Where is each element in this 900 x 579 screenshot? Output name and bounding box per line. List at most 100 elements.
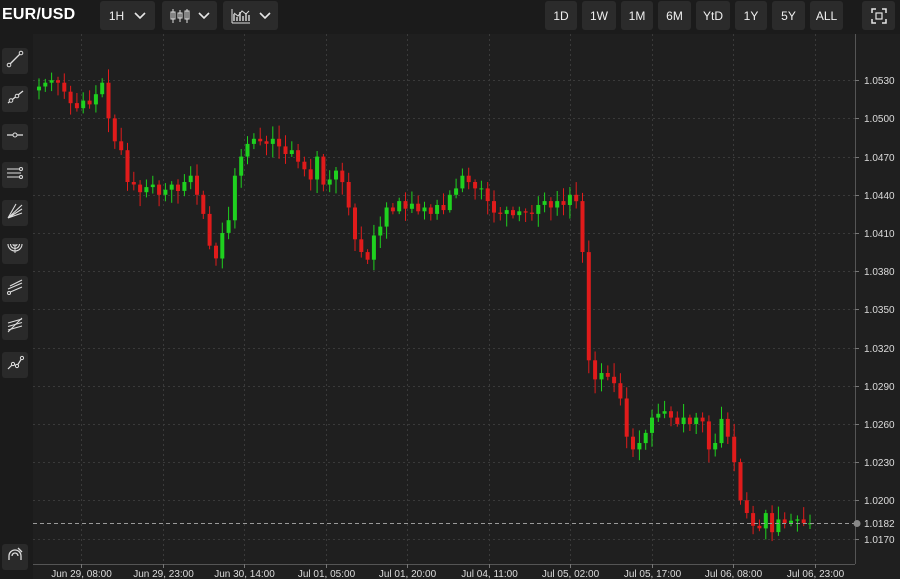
magnet-button[interactable] [2,544,28,570]
candle [416,195,421,215]
drawing-toolbar [0,34,33,579]
candle [390,203,395,215]
toolbar: EUR/USD 1H 1D 1W [0,0,900,34]
candle-body [258,138,263,142]
candle-body [119,141,124,151]
candle [687,414,692,431]
tool-trend-line[interactable] [2,48,28,74]
indicators-dropdown[interactable] [223,1,278,30]
range-ytd-button[interactable]: YtD [696,1,730,30]
candle-body [637,443,642,450]
candle [428,204,433,221]
candle-body [669,411,673,418]
candle [182,174,187,197]
fullscreen-icon [870,7,887,24]
tool-fib-arc[interactable] [2,238,28,264]
candle-body [289,150,294,154]
candle-body [384,207,389,227]
x-tick-label: Jul 01, 20:00 [379,569,437,579]
candle-body [517,211,522,216]
x-tick-label: Jul 06, 08:00 [705,569,763,579]
candle-body [371,235,376,260]
tool-fib-retracement[interactable] [2,314,28,340]
candle [770,505,775,542]
candle [74,93,79,112]
candle-body [37,86,41,91]
candle-body [150,184,155,188]
candle [624,387,629,449]
candle-body [776,519,781,533]
candle-body [49,80,54,83]
candle-body [498,212,503,214]
candle-body [441,205,446,211]
candle [245,136,250,165]
range-label: YtD [702,8,723,23]
y-tick-label: 1.0200 [864,496,895,507]
candle [321,154,326,192]
candle-body [195,175,199,195]
candle-body [157,184,162,195]
candle [782,512,787,529]
candle-body [725,418,730,437]
candle-body [239,156,244,176]
candle-body [548,201,553,208]
y-tick-label: 1.0290 [864,382,895,393]
candle [580,192,585,263]
candle-body [567,194,572,205]
tool-path[interactable] [2,352,28,378]
range-1y-button[interactable]: 1Y [735,1,767,30]
candle-body [112,118,117,142]
candle-body [346,182,351,208]
range-label: 1D [553,8,569,23]
tool-parallel-channel[interactable] [2,162,28,188]
candle [302,156,307,177]
candle [138,180,143,207]
candle [447,190,452,213]
candle [422,201,427,220]
candle [485,182,490,215]
range-5y-button[interactable]: 5Y [772,1,805,30]
candle [176,179,180,204]
candle [536,196,541,227]
range-1w-button[interactable]: 1W [582,1,616,30]
y-tick-label: 1.0410 [864,229,895,240]
range-label: 5Y [781,8,796,23]
candle [195,164,199,205]
price-chart[interactable]: 1.0182 1.05301.05001.04701.04401.04101.0… [33,34,900,579]
candle [586,240,591,374]
candle [327,170,332,193]
chart-type-dropdown[interactable] [162,1,217,30]
y-tick-label: 1.0260 [864,420,895,431]
candle-body [125,150,130,182]
interval-dropdown[interactable]: 1H [100,1,155,30]
candle-body [694,417,699,424]
candle-body [251,138,256,144]
range-label: 1Y [743,8,759,23]
candle-body [763,513,768,529]
candle [353,203,357,251]
fib-arc-icon [6,240,24,263]
candle-body [574,194,579,202]
candle [144,179,149,198]
tool-ray[interactable] [2,86,28,112]
candle-body [106,82,111,119]
range-1m-button[interactable]: 1M [621,1,653,30]
candle-body [618,383,623,399]
candle-body [365,252,370,260]
candle-body [561,201,566,205]
fullscreen-button[interactable] [862,1,895,30]
candle-body [378,226,383,236]
tool-pitchfork[interactable] [2,276,28,302]
y-tick-label: 1.0380 [864,267,895,278]
range-label: 6M [666,8,683,23]
candle-body [624,398,629,437]
range-1d-button[interactable]: 1D [545,1,577,30]
candle [435,199,440,220]
y-tick-label: 1.0320 [864,344,895,355]
range-6m-button[interactable]: 6M [658,1,691,30]
tool-horizontal-line[interactable] [2,124,28,150]
candle [131,171,136,191]
tool-fan[interactable] [2,200,28,226]
range-all-button[interactable]: ALL [810,1,843,30]
candle-body [751,513,756,526]
